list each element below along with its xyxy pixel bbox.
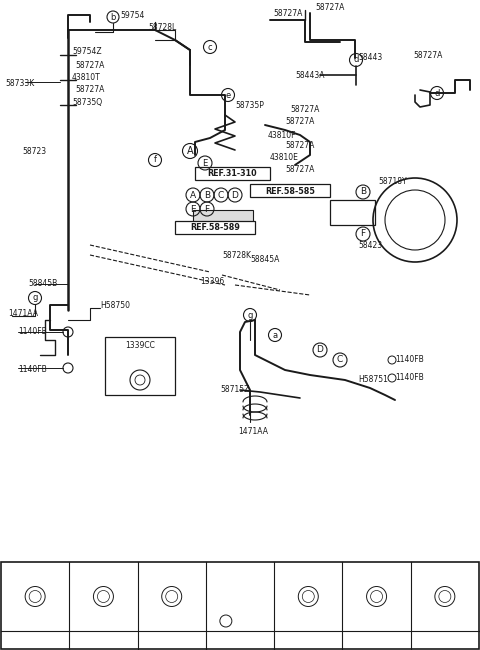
Text: 58845B: 58845B (28, 278, 57, 287)
Text: f: f (154, 155, 156, 164)
Text: 1471AA: 1471AA (8, 309, 38, 317)
Text: 58727A: 58727A (285, 164, 314, 174)
Text: F: F (360, 229, 366, 239)
Text: 59754: 59754 (120, 10, 144, 20)
Text: c: c (144, 636, 148, 645)
Text: b: b (110, 12, 116, 21)
Text: E: E (203, 159, 208, 168)
Text: 58718Y: 58718Y (378, 177, 407, 187)
Text: 58733K: 58733K (5, 79, 34, 88)
Text: 58727A: 58727A (273, 8, 302, 18)
Bar (175, 221, 255, 234)
Text: 1140FB: 1140FB (18, 365, 47, 374)
Text: 58727A: 58727A (315, 3, 344, 12)
Text: a: a (7, 636, 12, 645)
Bar (250, 184, 330, 197)
Text: 38264: 38264 (210, 610, 232, 616)
Bar (193, 210, 253, 225)
Text: 1140FB: 1140FB (18, 328, 47, 337)
Text: 58745: 58745 (290, 637, 313, 643)
Text: B: B (204, 190, 210, 200)
Text: A: A (187, 146, 193, 156)
Text: REF.58-589: REF.58-589 (190, 224, 240, 233)
Text: 58727A: 58727A (285, 140, 314, 150)
Text: H58751: H58751 (358, 376, 388, 385)
Text: REF.58-585: REF.58-585 (265, 187, 315, 196)
Text: C: C (218, 190, 224, 200)
Text: 58715Z: 58715Z (220, 385, 250, 395)
Text: c: c (208, 42, 212, 51)
Text: g: g (32, 294, 38, 302)
Text: 58752A: 58752A (359, 637, 386, 643)
Text: 58728L: 58728L (148, 23, 176, 32)
Text: 1140FB: 1140FB (395, 374, 424, 382)
Text: e: e (226, 90, 230, 99)
Text: b: b (75, 636, 80, 645)
Text: f: f (349, 636, 352, 645)
Text: 58752T: 58752T (17, 637, 45, 643)
Text: 58735P: 58735P (235, 101, 264, 109)
Text: 58752G: 58752G (154, 637, 182, 643)
Text: 1339CC: 1339CC (125, 341, 155, 350)
Text: 58727A: 58727A (290, 105, 319, 114)
Text: 58727A: 58727A (75, 60, 104, 70)
Text: 43810F: 43810F (268, 131, 297, 140)
Text: D: D (231, 190, 239, 200)
Text: 43810T: 43810T (72, 73, 101, 81)
Text: 31367E: 31367E (427, 637, 455, 643)
Text: B: B (360, 187, 366, 196)
Text: 58763G: 58763G (85, 637, 114, 643)
Text: 58845A: 58845A (250, 255, 279, 265)
Text: 13396: 13396 (200, 278, 224, 287)
Text: REF.31-310: REF.31-310 (207, 170, 257, 179)
Text: 11403B: 11403B (210, 600, 237, 606)
Text: d: d (353, 55, 359, 64)
Text: C: C (337, 356, 343, 365)
Text: 58727A: 58727A (75, 86, 104, 94)
Bar (1, 562, 479, 649)
Text: 58723: 58723 (22, 148, 46, 157)
Text: E: E (190, 205, 196, 213)
Text: F: F (204, 205, 210, 213)
Text: D: D (317, 346, 324, 354)
Text: a: a (273, 330, 277, 339)
Bar (105, 337, 175, 395)
Text: 43810E: 43810E (270, 153, 299, 161)
Text: 58735Q: 58735Q (72, 98, 102, 107)
Text: 1471AA: 1471AA (238, 428, 268, 437)
Text: e: e (280, 636, 285, 645)
Bar (195, 167, 270, 180)
Text: g: g (247, 311, 252, 320)
Text: 59754Z: 59754Z (72, 47, 102, 57)
Bar (330, 200, 375, 225)
Text: g: g (416, 636, 421, 645)
Text: 58443A: 58443A (295, 70, 324, 79)
Text: d: d (211, 636, 216, 645)
Text: d: d (434, 88, 440, 98)
Text: 1140FB: 1140FB (395, 356, 424, 365)
Text: A: A (190, 190, 196, 200)
Text: 58727A: 58727A (413, 51, 443, 60)
Text: 58423: 58423 (358, 240, 382, 250)
Text: 58727A: 58727A (285, 118, 314, 127)
Text: 58728K: 58728K (222, 250, 251, 259)
Text: H58750: H58750 (100, 300, 130, 309)
Text: 58443: 58443 (358, 53, 382, 62)
